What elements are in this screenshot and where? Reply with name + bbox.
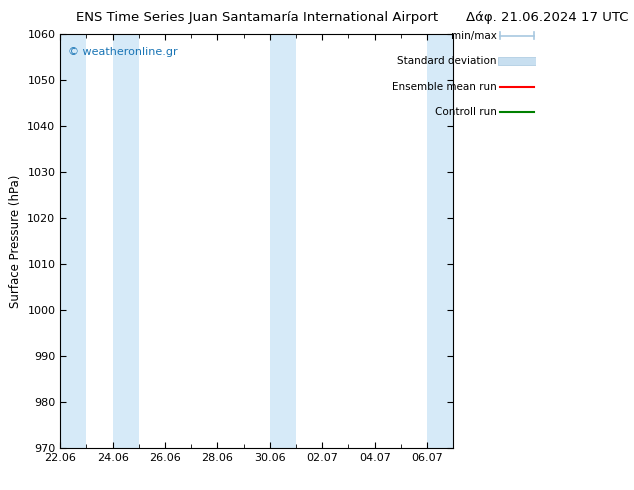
Bar <box>427 34 453 448</box>
Text: ENS Time Series Juan Santamaría International Airport: ENS Time Series Juan Santamaría Internat… <box>75 11 438 24</box>
Text: Ensemble mean run: Ensemble mean run <box>392 82 496 92</box>
Bar <box>113 34 139 448</box>
Text: Controll run: Controll run <box>434 107 496 117</box>
Bar <box>60 34 86 448</box>
Text: Δάφ. 21.06.2024 17 UTC: Δάφ. 21.06.2024 17 UTC <box>466 11 628 24</box>
Text: Standard deviation: Standard deviation <box>397 56 496 66</box>
Y-axis label: Surface Pressure (hPa): Surface Pressure (hPa) <box>9 174 22 308</box>
Text: © weatheronline.gr: © weatheronline.gr <box>68 47 178 57</box>
Text: min/max: min/max <box>451 31 496 41</box>
Bar <box>270 34 296 448</box>
